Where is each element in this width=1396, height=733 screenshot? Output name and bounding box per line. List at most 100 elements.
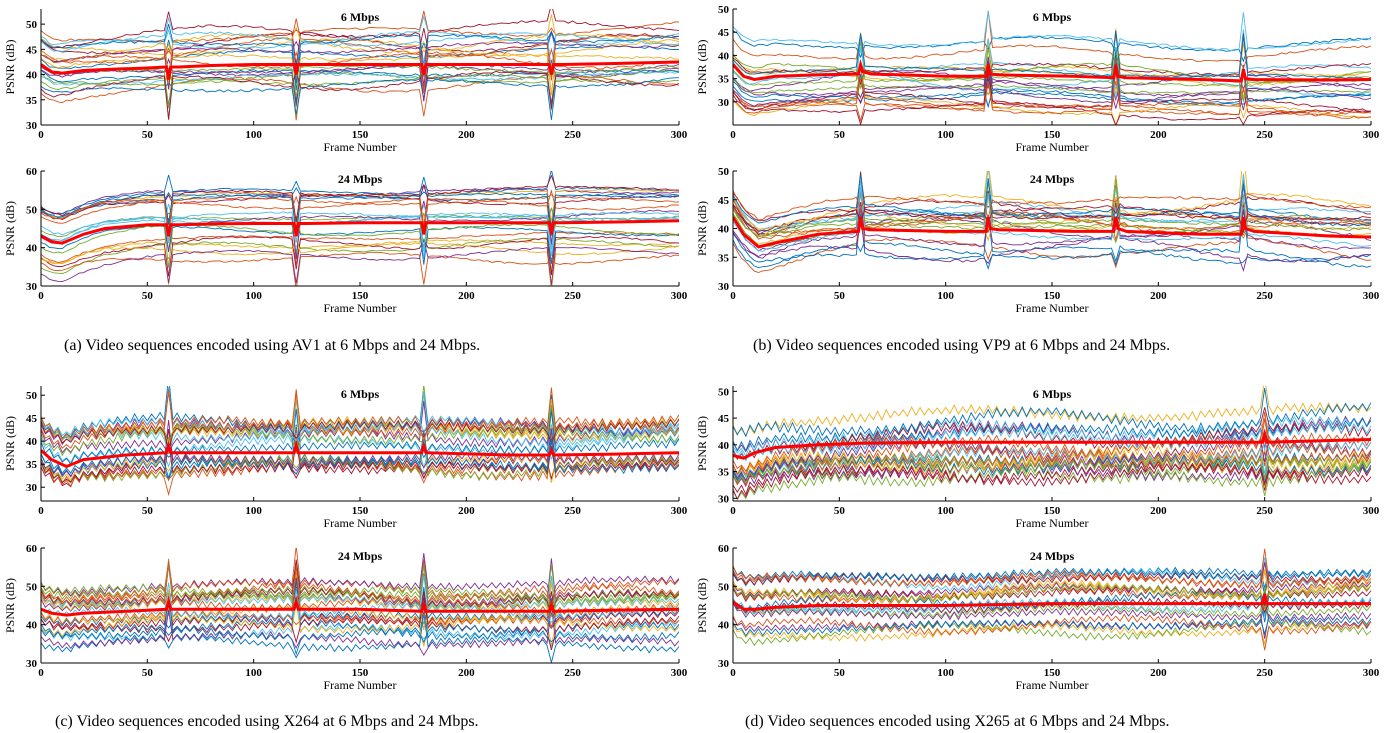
x-tick-label: 150 — [1044, 667, 1061, 679]
x-tick-label: 150 — [352, 129, 369, 141]
x-tick-label: 250 — [1256, 129, 1273, 141]
mean-series-line — [41, 440, 679, 469]
series-line-16 — [41, 194, 679, 242]
series-line-13 — [733, 439, 1371, 478]
series-line-6 — [41, 58, 679, 119]
series-line-14 — [733, 585, 1371, 608]
x-tick-label: 150 — [352, 505, 369, 517]
series-group — [41, 548, 679, 663]
x-axis-label: Frame Number — [1016, 678, 1089, 692]
x-tick-label: 200 — [458, 505, 475, 517]
y-tick-label: 35 — [718, 74, 730, 86]
x-tick-label: 0 — [730, 505, 736, 517]
y-tick-label: 30 — [26, 120, 38, 132]
series-line-21 — [41, 591, 679, 651]
panel-title: 6 Mbps — [341, 387, 380, 401]
chart-panel-b-6-mbps: 0 50 100 150 200 250 300 30 35 40 45 50 6 Mbps Frame … — [695, 4, 1380, 154]
x-tick-label: 150 — [1044, 505, 1061, 517]
series-line-17 — [733, 63, 1371, 125]
series-line-23 — [733, 613, 1371, 651]
series-group — [733, 386, 1371, 501]
x-tick-label: 100 — [937, 290, 954, 302]
series-line-16 — [733, 548, 1371, 589]
panel-title: 24 Mbps — [338, 549, 383, 563]
x-tick-label: 50 — [834, 129, 846, 141]
series-line-23 — [41, 561, 679, 619]
series-line-11 — [41, 57, 679, 106]
y-tick-label: 60 — [26, 166, 38, 178]
x-tick-label: 150 — [1044, 129, 1061, 141]
series-line-18 — [733, 602, 1371, 639]
series-line-19 — [733, 35, 1371, 101]
series-line-3 — [41, 224, 679, 271]
series-group — [41, 386, 679, 497]
chart-panel-a-6-mbps: 0 50 100 150 200 250 300 30 35 40 45 50 6 Mbps Frame … — [3, 9, 688, 154]
series-line-21 — [733, 461, 1371, 500]
y-tick-label: 45 — [26, 413, 38, 425]
series-line-21 — [41, 418, 679, 452]
x-tick-label: 300 — [671, 505, 688, 517]
mean-series-line — [733, 428, 1371, 460]
x-tick-label: 100 — [245, 129, 262, 141]
series-line-18 — [41, 605, 679, 656]
caption-c: (c) Video sequences encoded using X264 a… — [55, 713, 479, 730]
y-tick-label: 30 — [26, 658, 38, 670]
x-tick-label: 0 — [38, 290, 44, 302]
series-line-10 — [41, 230, 679, 286]
series-line-5 — [733, 40, 1371, 102]
x-tick-label: 100 — [937, 667, 954, 679]
series-line-3 — [41, 572, 679, 628]
x-tick-label: 300 — [1363, 129, 1380, 141]
x-tick-label: 200 — [1150, 667, 1167, 679]
x-tick-label: 200 — [1150, 505, 1167, 517]
series-line-23 — [41, 387, 679, 443]
y-tick-label: 30 — [718, 97, 730, 109]
chart-panel-c-24-mbps: 0 50 100 150 200 250 300 30 40 50 60 24 Mbps Frame N… — [3, 543, 688, 692]
x-tick-label: 150 — [1044, 290, 1061, 302]
x-tick-label: 100 — [245, 290, 262, 302]
series-line-9 — [41, 251, 679, 286]
caption-a: (a) Video sequences encoded using AV1 at… — [64, 337, 480, 354]
y-tick-label: 40 — [26, 70, 38, 82]
series-line-22 — [733, 174, 1371, 227]
x-tick-label: 300 — [671, 667, 688, 679]
series-line-17 — [41, 589, 679, 647]
y-tick-label: 60 — [26, 543, 38, 555]
y-tick-label: 45 — [718, 27, 730, 39]
y-tick-label: 50 — [26, 19, 38, 31]
x-tick-label: 100 — [937, 129, 954, 141]
y-tick-label: 50 — [718, 386, 730, 398]
series-line-12 — [733, 54, 1371, 101]
x-tick-label: 200 — [458, 290, 475, 302]
y-tick-label: 40 — [718, 50, 730, 62]
x-tick-label: 300 — [1363, 505, 1380, 517]
series-line-17 — [41, 394, 679, 446]
series-line-13 — [41, 14, 679, 71]
x-tick-label: 0 — [730, 667, 736, 679]
series-line-15 — [733, 52, 1371, 109]
series-line-10 — [41, 38, 679, 96]
series-line-1 — [41, 183, 679, 227]
series-line-17 — [733, 171, 1371, 230]
x-tick-label: 300 — [1363, 290, 1380, 302]
panel-title: 24 Mbps — [1030, 172, 1075, 186]
series-line-23 — [733, 190, 1371, 221]
y-tick-label: 45 — [718, 413, 730, 425]
y-tick-label: 30 — [26, 482, 38, 494]
y-tick-label: 35 — [26, 95, 38, 107]
series-line-10 — [733, 571, 1371, 605]
series-group — [733, 10, 1371, 125]
series-line-18 — [733, 60, 1371, 111]
series-line-18 — [733, 201, 1371, 258]
x-tick-label: 50 — [142, 505, 154, 517]
series-line-14 — [41, 559, 679, 617]
series-line-11 — [41, 239, 679, 285]
series-line-4 — [41, 558, 679, 612]
y-tick-label: 35 — [718, 467, 730, 479]
series-group — [733, 171, 1371, 273]
series-line-7 — [733, 62, 1371, 112]
chart-panel-c-6-mbps: 0 50 100 150 200 250 300 30 35 40 45 50 6 Mbps Frame … — [3, 386, 688, 530]
series-line-3 — [733, 191, 1371, 245]
y-axis-label: PSNR (dB) — [3, 201, 17, 256]
